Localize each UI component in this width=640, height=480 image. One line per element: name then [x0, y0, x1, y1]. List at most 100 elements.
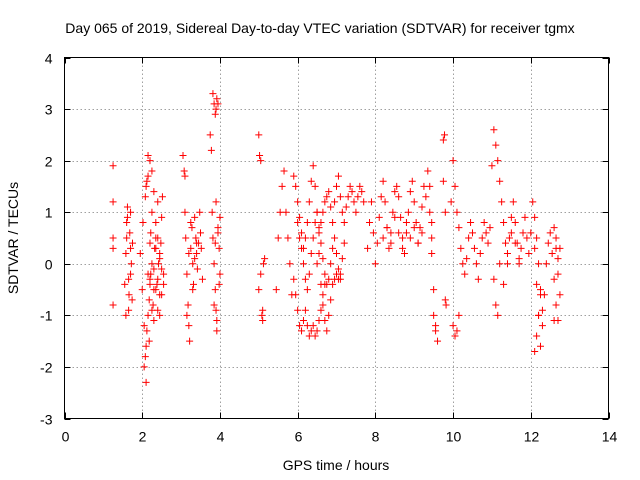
- data-point: [371, 260, 379, 268]
- data-point: [213, 327, 221, 335]
- data-point: [211, 286, 219, 294]
- data-point: [340, 219, 348, 227]
- data-point: [290, 172, 298, 180]
- data-point: [154, 275, 162, 283]
- data-point: [127, 244, 135, 252]
- data-point: [215, 244, 223, 252]
- data-point: [321, 270, 329, 278]
- data-point: [305, 270, 313, 278]
- data-point: [207, 146, 215, 154]
- data-point: [123, 203, 131, 211]
- data-point: [434, 337, 442, 345]
- data-point: [125, 291, 133, 299]
- data-point: [160, 280, 168, 288]
- data-point: [294, 306, 302, 314]
- data-point: [128, 296, 136, 304]
- data-point: [299, 260, 307, 268]
- data-point: [123, 219, 131, 227]
- data-point: [531, 347, 539, 355]
- x-tick-label: 14: [602, 429, 618, 445]
- data-point: [525, 249, 533, 257]
- data-point: [272, 286, 280, 294]
- data-point: [313, 208, 321, 216]
- data-point: [556, 291, 564, 299]
- data-point: [404, 208, 412, 216]
- data-point: [311, 332, 319, 340]
- data-point: [412, 219, 420, 227]
- data-point: [426, 208, 434, 216]
- data-point: [313, 260, 321, 268]
- data-point: [143, 177, 151, 185]
- data-point: [537, 291, 544, 299]
- data-point: [492, 301, 500, 309]
- data-point: [138, 286, 146, 294]
- data-point: [311, 182, 319, 190]
- data-point: [480, 219, 488, 227]
- data-point: [296, 322, 304, 330]
- data-point: [315, 249, 323, 257]
- data-point: [428, 249, 436, 257]
- data-point: [352, 208, 360, 216]
- data-point: [554, 255, 562, 263]
- data-point: [212, 198, 220, 206]
- data-point: [301, 275, 309, 283]
- data-point: [311, 219, 319, 227]
- data-point: [193, 249, 201, 257]
- data-point: [500, 219, 508, 227]
- data-point: [482, 229, 490, 237]
- data-point: [470, 244, 478, 252]
- data-point: [550, 317, 558, 325]
- data-point: [457, 244, 465, 252]
- data-point: [150, 188, 158, 196]
- data-point: [148, 208, 156, 216]
- data-point: [334, 275, 342, 283]
- data-point: [402, 219, 410, 227]
- data-point: [126, 229, 134, 237]
- data-point: [321, 198, 329, 206]
- data-point: [305, 198, 313, 206]
- data-point: [146, 239, 154, 247]
- data-point: [296, 213, 304, 221]
- data-point: [123, 213, 131, 221]
- data-point: [274, 234, 282, 242]
- data-point: [109, 301, 117, 309]
- data-point: [197, 244, 205, 252]
- data-point: [533, 280, 541, 288]
- data-point: [146, 157, 154, 165]
- data-point: [484, 239, 492, 247]
- data-point: [183, 311, 191, 319]
- data-point: [152, 219, 160, 227]
- data-point: [356, 182, 364, 190]
- data-point: [154, 306, 162, 314]
- data-point: [186, 337, 194, 345]
- data-point: [410, 198, 418, 206]
- data-point: [182, 234, 190, 242]
- data-point: [346, 182, 354, 190]
- data-point: [494, 157, 502, 165]
- data-point: [127, 208, 135, 216]
- data-point: [354, 193, 362, 201]
- data-point: [348, 188, 356, 196]
- y-tick-label: -3: [40, 412, 53, 428]
- data-point: [519, 229, 527, 237]
- data-point: [544, 239, 552, 247]
- data-point: [414, 239, 422, 247]
- data-point: [406, 188, 414, 196]
- data-point: [185, 249, 193, 257]
- data-point: [391, 213, 399, 221]
- data-point: [109, 198, 117, 206]
- data-point: [309, 322, 317, 330]
- data-point: [136, 249, 144, 257]
- data-point: [453, 208, 461, 216]
- data-point: [142, 378, 150, 386]
- data-point: [432, 327, 440, 335]
- data-point: [323, 327, 331, 335]
- data-point: [463, 255, 471, 263]
- data-point: [317, 239, 325, 247]
- data-point: [259, 260, 267, 268]
- data-point: [181, 208, 189, 216]
- data-point: [488, 162, 496, 170]
- data-point: [257, 157, 265, 165]
- data-point: [537, 342, 544, 350]
